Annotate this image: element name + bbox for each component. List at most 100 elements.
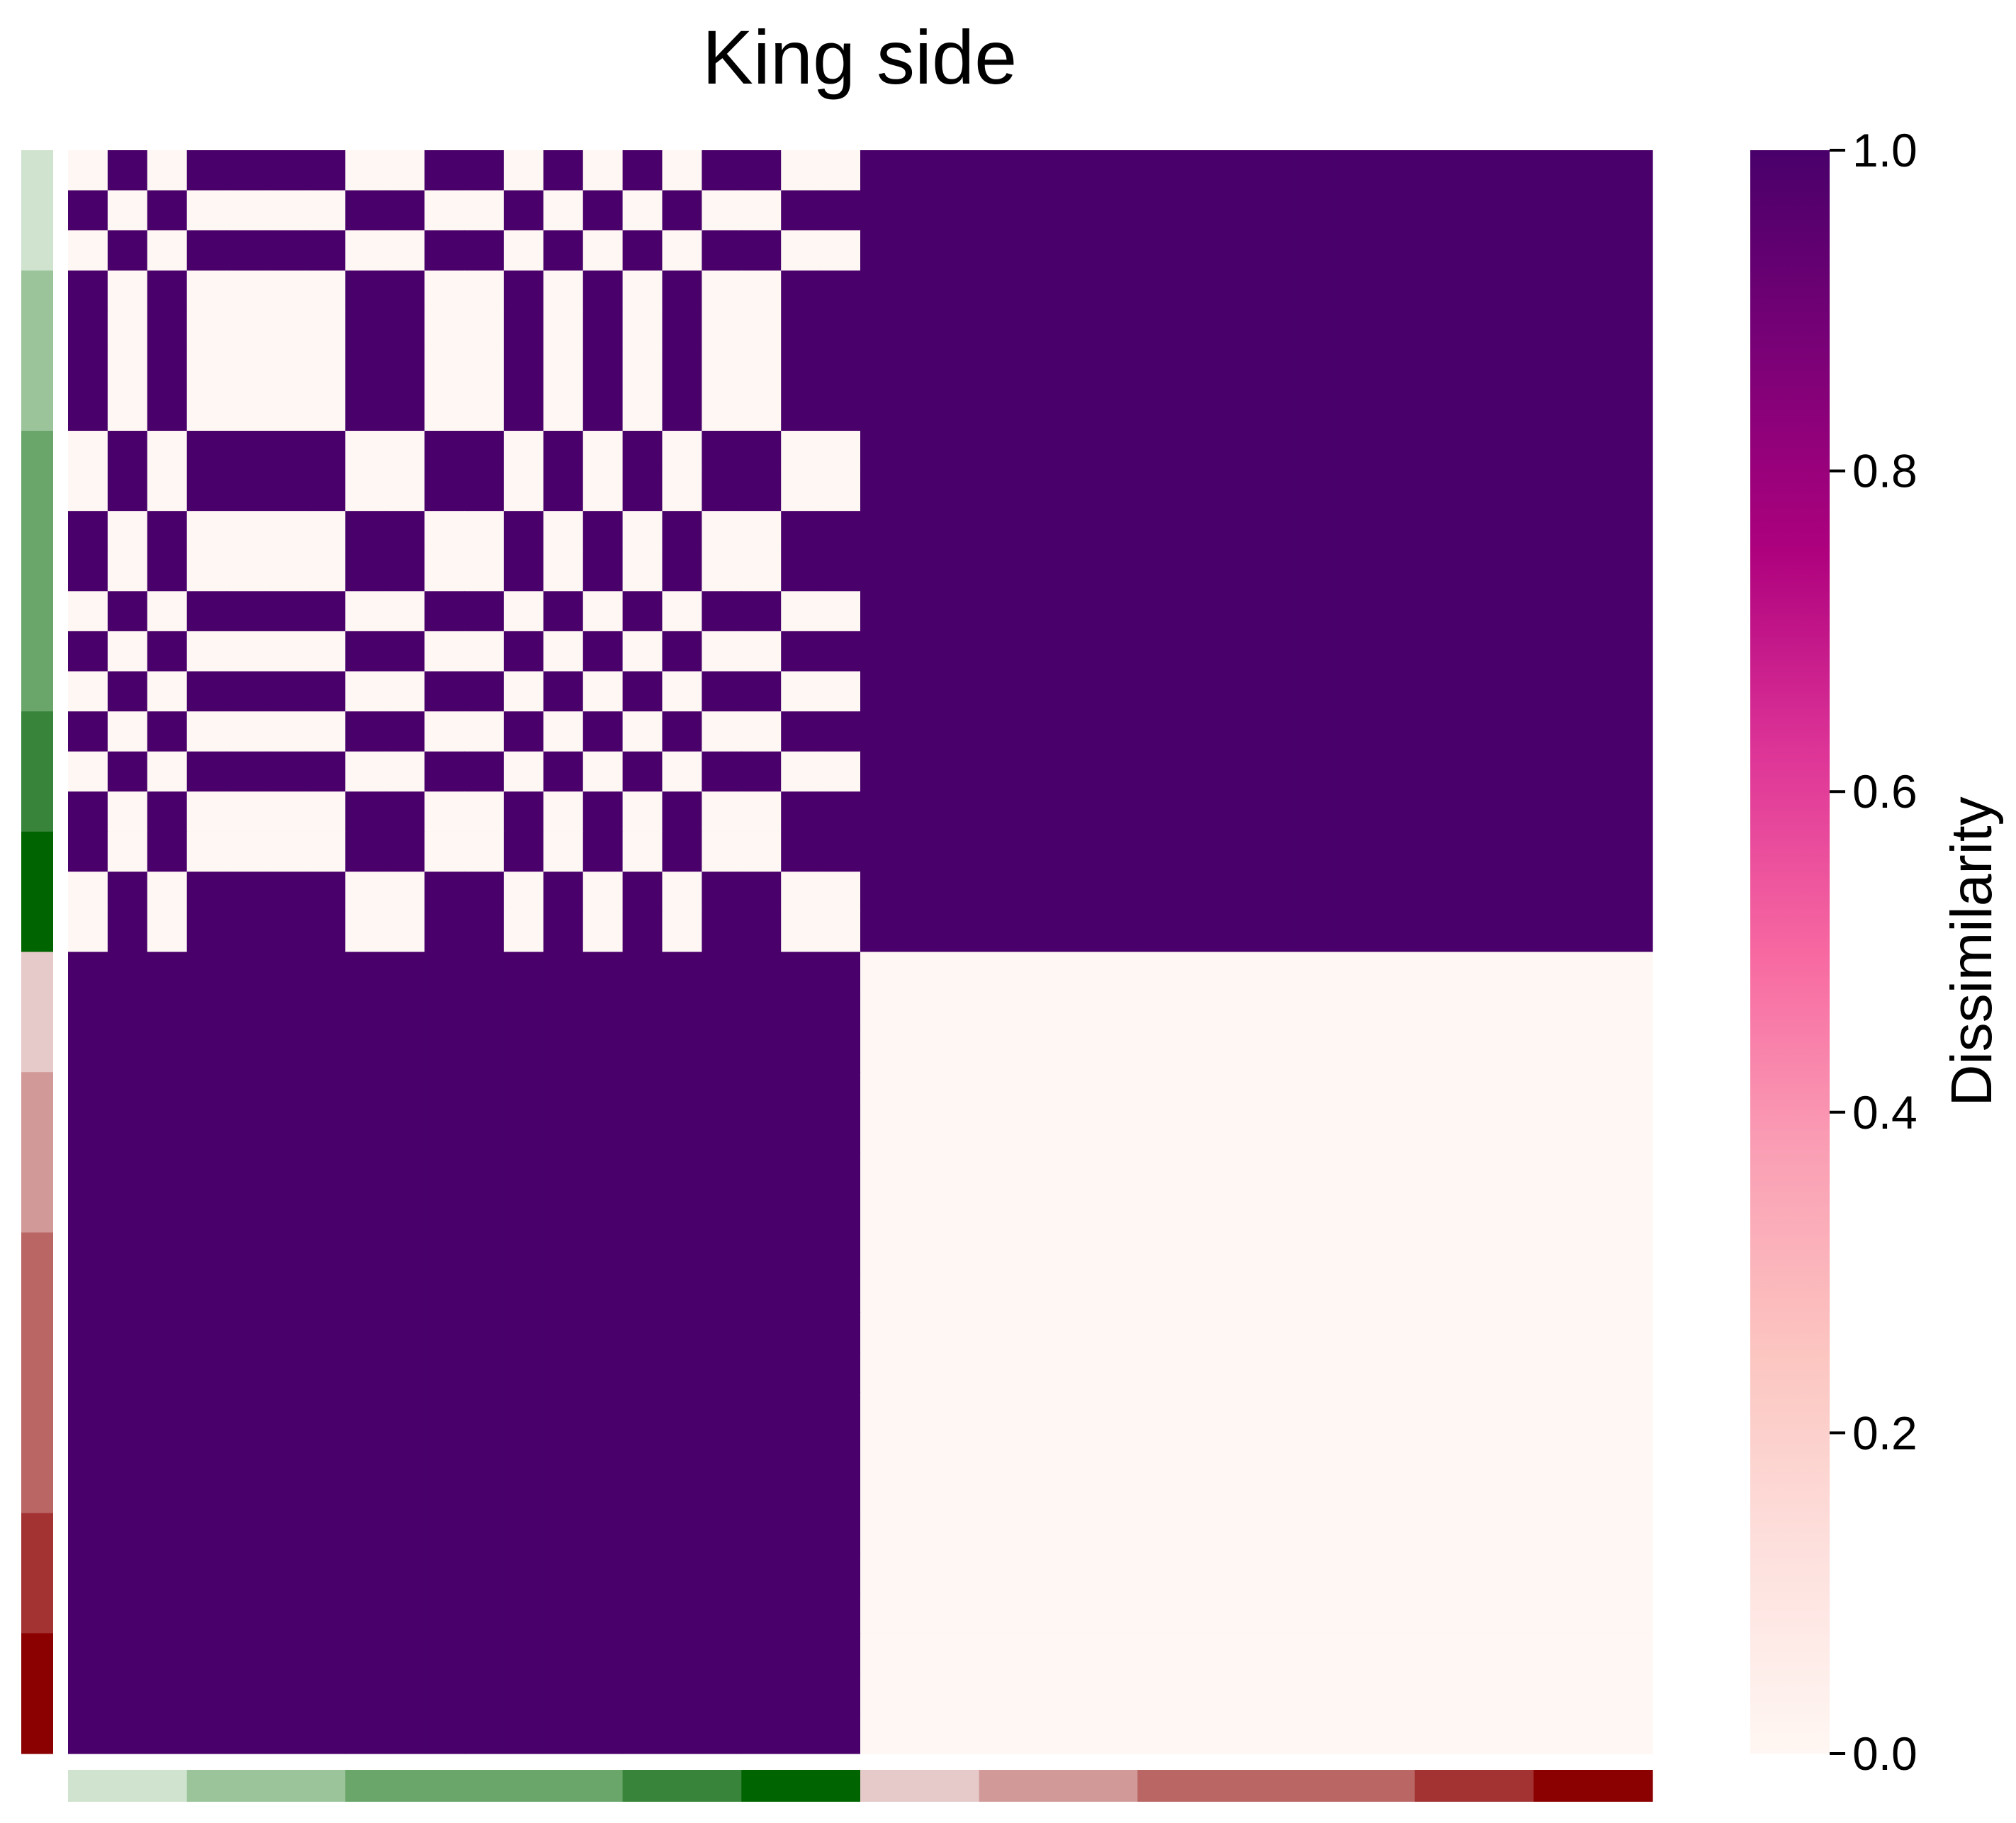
heatmap-cell <box>385 911 425 953</box>
heatmap-cell <box>385 1232 425 1273</box>
heatmap-cell <box>1256 1112 1297 1153</box>
heatmap-cell <box>543 671 584 712</box>
heatmap-cell <box>781 310 821 351</box>
heatmap-cell <box>1256 1072 1297 1113</box>
heatmap-cell <box>1494 470 1534 512</box>
heatmap-cell <box>1533 270 1574 311</box>
heatmap-cell <box>899 711 940 752</box>
heatmap-cell <box>1335 470 1376 512</box>
heatmap-cell <box>1256 871 1297 913</box>
heatmap-cell <box>464 1593 505 1634</box>
heatmap-cell <box>821 270 861 311</box>
heatmap-cell <box>1454 671 1494 712</box>
heatmap-cell <box>226 791 267 833</box>
heatmap-cell <box>147 1152 188 1193</box>
heatmap-cell <box>1375 1353 1416 1394</box>
heatmap-cell <box>939 470 980 512</box>
heatmap-cell <box>107 230 148 271</box>
heatmap-cell <box>266 190 306 231</box>
heatmap-cell <box>266 150 306 191</box>
heatmap-cell <box>424 1472 465 1514</box>
heatmap-cell <box>305 791 346 833</box>
heatmap-cell <box>1454 310 1494 351</box>
heatmap-cell <box>1295 1633 1336 1674</box>
heatmap-cell <box>266 1713 306 1754</box>
heatmap-cell <box>1494 390 1534 431</box>
heatmap-cell <box>107 992 148 1033</box>
heatmap-cell <box>781 791 821 833</box>
heatmap-cell <box>662 831 702 872</box>
heatmap-cell <box>107 1032 148 1073</box>
heatmap-cell <box>68 1232 108 1273</box>
heatmap-cell <box>1256 631 1297 672</box>
heatmap-cell <box>1335 952 1376 993</box>
heatmap-cell <box>1295 230 1336 271</box>
heatmap-cell <box>385 1673 425 1715</box>
heatmap-cell <box>1217 1553 1257 1594</box>
heatmap-cell <box>860 1072 901 1113</box>
heatmap-cell <box>1414 1633 1455 1674</box>
heatmap-cell <box>1295 1713 1336 1754</box>
heatmap-cell <box>781 551 821 592</box>
chart-title: King side <box>702 14 1017 100</box>
heatmap-cell <box>107 1472 148 1514</box>
heatmap-cell <box>345 511 385 552</box>
heatmap-cell <box>305 1032 346 1073</box>
heatmap-cell <box>1177 1152 1217 1193</box>
heatmap-cell <box>662 711 702 752</box>
heatmap-cell <box>979 1553 1020 1594</box>
heatmap-cell <box>186 1633 227 1674</box>
heatmap-cell <box>68 350 108 392</box>
heatmap-cell <box>702 631 742 672</box>
heatmap-cell <box>503 1232 544 1273</box>
heatmap-cell <box>1177 1232 1217 1273</box>
heatmap-cell <box>1573 1192 1614 1234</box>
heatmap-cell <box>424 1713 465 1754</box>
heatmap-cell <box>979 1673 1020 1715</box>
heatmap-cell <box>1098 1513 1138 1554</box>
heatmap-cell <box>68 230 108 271</box>
heatmap-cell <box>503 791 544 833</box>
heatmap-cell <box>68 150 108 191</box>
heatmap-cell <box>1533 952 1574 993</box>
heatmap-cell <box>424 551 465 592</box>
heatmap-cell <box>464 591 505 632</box>
heatmap-cell <box>464 1232 505 1273</box>
heatmap-cell <box>226 230 267 271</box>
heatmap-cell <box>305 1112 346 1153</box>
heatmap-cell <box>860 751 901 792</box>
heatmap-cell <box>107 1152 148 1193</box>
heatmap-cell <box>345 350 385 392</box>
heatmap-cell <box>622 350 663 392</box>
heatmap-cell <box>1414 992 1455 1033</box>
heatmap-cell <box>1098 1353 1138 1394</box>
heatmap-cell <box>147 1673 188 1715</box>
heatmap-cell <box>186 1673 227 1715</box>
heatmap-cell <box>781 671 821 712</box>
heatmap-cell <box>1533 911 1574 953</box>
heatmap-cell <box>1098 1472 1138 1514</box>
heatmap-cell <box>860 1192 901 1234</box>
heatmap-cell <box>1494 150 1534 191</box>
heatmap-cell <box>147 551 188 592</box>
heatmap-cell <box>1217 270 1257 311</box>
heatmap-cell <box>1454 551 1494 592</box>
heatmap-cell <box>1137 1152 1178 1193</box>
heatmap-cell <box>702 511 742 552</box>
heatmap-cell <box>107 1353 148 1394</box>
heatmap-cell <box>1573 310 1614 351</box>
heatmap-cell <box>939 1312 980 1353</box>
heatmap-cell <box>821 551 861 592</box>
heatmap-cell <box>1018 1593 1059 1634</box>
heatmap-cell <box>266 671 306 712</box>
heatmap-cell <box>266 270 306 311</box>
heatmap-cell <box>1533 1433 1574 1474</box>
heatmap-cell <box>1613 631 1653 672</box>
heatmap-cell <box>860 1553 901 1594</box>
heatmap-cell <box>939 270 980 311</box>
heatmap-cell <box>781 1392 821 1434</box>
heatmap-cell <box>860 911 901 953</box>
heatmap-cell <box>860 1633 901 1674</box>
heatmap-cell <box>1137 591 1178 632</box>
heatmap-cell <box>821 1072 861 1113</box>
